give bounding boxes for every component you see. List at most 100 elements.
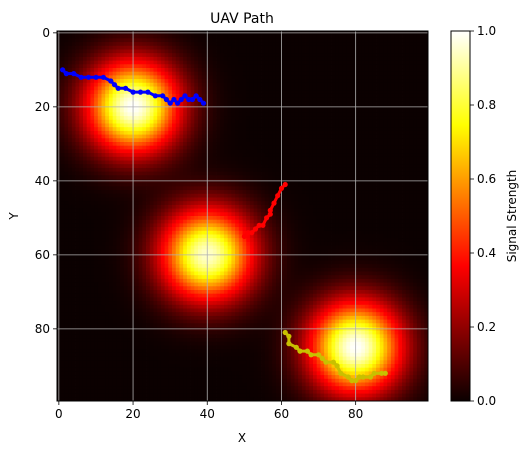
heatmap-cell: [364, 197, 370, 202]
heatmap-cell: [64, 38, 69, 43]
heatmap-cell: [275, 186, 280, 191]
heatmap-cell: [346, 182, 351, 187]
heatmap-cell: [79, 123, 84, 128]
heatmap-cell: [108, 64, 114, 69]
heatmap-cell: [190, 75, 195, 80]
heatmap-cell: [327, 56, 332, 61]
heatmap-cell: [324, 34, 329, 39]
heatmap-cell: [394, 127, 399, 132]
heatmap-cell: [298, 208, 303, 213]
heatmap-cell: [264, 138, 269, 143]
heatmap-cell: [261, 64, 266, 69]
heatmap-cell: [238, 101, 243, 106]
heatmap-cell: [231, 201, 236, 206]
heatmap-cell: [364, 86, 370, 91]
heatmap-cell: [68, 186, 73, 191]
heatmap-cell: [346, 208, 351, 213]
heatmap-cell: [383, 204, 388, 209]
heatmap-cell: [86, 123, 91, 128]
heatmap-cell: [275, 86, 280, 91]
heatmap-cell: [298, 68, 303, 73]
heatmap-cell: [249, 93, 255, 98]
heatmap-cell: [68, 82, 73, 87]
heatmap-cell: [390, 204, 396, 209]
heatmap-cell: [361, 116, 366, 121]
heatmap-cell: [105, 164, 110, 169]
heatmap-cell: [82, 127, 88, 132]
heatmap-cell: [316, 167, 321, 172]
heatmap-cell: [94, 127, 99, 132]
heatmap-cell: [364, 201, 370, 206]
heatmap-cell: [116, 56, 121, 61]
heatmap-cell: [249, 49, 255, 54]
heatmap-cell: [316, 38, 321, 43]
heatmap-cell: [64, 119, 69, 124]
heatmap-cell: [338, 45, 344, 50]
heatmap-cell: [138, 208, 143, 213]
heatmap-cell: [290, 82, 295, 87]
heatmap-cell: [290, 42, 295, 47]
heatmap-cell: [342, 167, 347, 172]
heatmap-cell: [424, 127, 428, 132]
heatmap-cell: [212, 175, 217, 180]
heatmap-cell: [379, 119, 384, 124]
heatmap-cell: [268, 130, 273, 135]
heatmap-cell: [350, 123, 355, 128]
heatmap-cell: [305, 204, 310, 209]
heatmap-cell: [138, 130, 143, 135]
heatmap-cell: [97, 164, 102, 169]
heatmap-cell: [342, 212, 347, 217]
heatmap-cell: [338, 171, 344, 176]
heatmap-cell: [350, 49, 355, 54]
heatmap-cell: [294, 212, 299, 217]
heatmap-cell: [394, 53, 399, 58]
heatmap-cell: [108, 71, 114, 76]
heatmap-cell: [216, 75, 221, 80]
heatmap-cell: [64, 34, 69, 39]
heatmap-cell: [405, 138, 410, 143]
heatmap-cell: [227, 60, 232, 65]
heatmap-cell: [175, 167, 180, 172]
heatmap-cell: [275, 138, 280, 143]
heatmap-cell: [116, 138, 121, 143]
heatmap-cell: [264, 64, 269, 69]
heatmap-cell: [301, 90, 306, 95]
heatmap-cell: [316, 82, 321, 87]
heatmap-cell: [305, 167, 310, 172]
heatmap-cell: [364, 38, 370, 43]
heatmap-cell: [146, 197, 151, 202]
heatmap-cell: [123, 153, 128, 158]
heatmap-cell: [212, 101, 217, 106]
heatmap-cell: [79, 201, 84, 206]
heatmap-cell: [405, 79, 410, 84]
heatmap-cell: [64, 167, 69, 172]
heatmap-cell: [227, 38, 232, 43]
heatmap-cell: [201, 208, 206, 213]
heatmap-cell: [112, 193, 117, 198]
heatmap-cell: [342, 101, 347, 106]
heatmap-cell: [97, 134, 102, 139]
heatmap-cell: [372, 38, 377, 43]
heatmap-cell: [112, 93, 117, 98]
heatmap-cell: [324, 97, 329, 102]
heatmap-cell: [168, 197, 173, 202]
heatmap-cell: [172, 108, 177, 113]
heatmap-cell: [64, 93, 69, 98]
heatmap-cell: [112, 171, 117, 176]
heatmap-cell: [116, 130, 121, 135]
heatmap-cell: [231, 204, 236, 209]
heatmap-cell: [220, 212, 225, 217]
heatmap-cell: [197, 175, 203, 180]
heatmap-cell: [350, 108, 355, 113]
heatmap-cell: [268, 156, 273, 161]
heatmap-cell: [108, 134, 114, 139]
heatmap-cell: [108, 34, 114, 39]
heatmap-cell: [194, 204, 199, 209]
heatmap-cell: [138, 175, 143, 180]
heatmap-cell: [424, 53, 428, 58]
heatmap-cell: [197, 156, 203, 161]
heatmap-cell: [342, 204, 347, 209]
heatmap-cell: [346, 134, 351, 139]
heatmap-cell: [287, 193, 292, 198]
heatmap-cell: [368, 90, 373, 95]
